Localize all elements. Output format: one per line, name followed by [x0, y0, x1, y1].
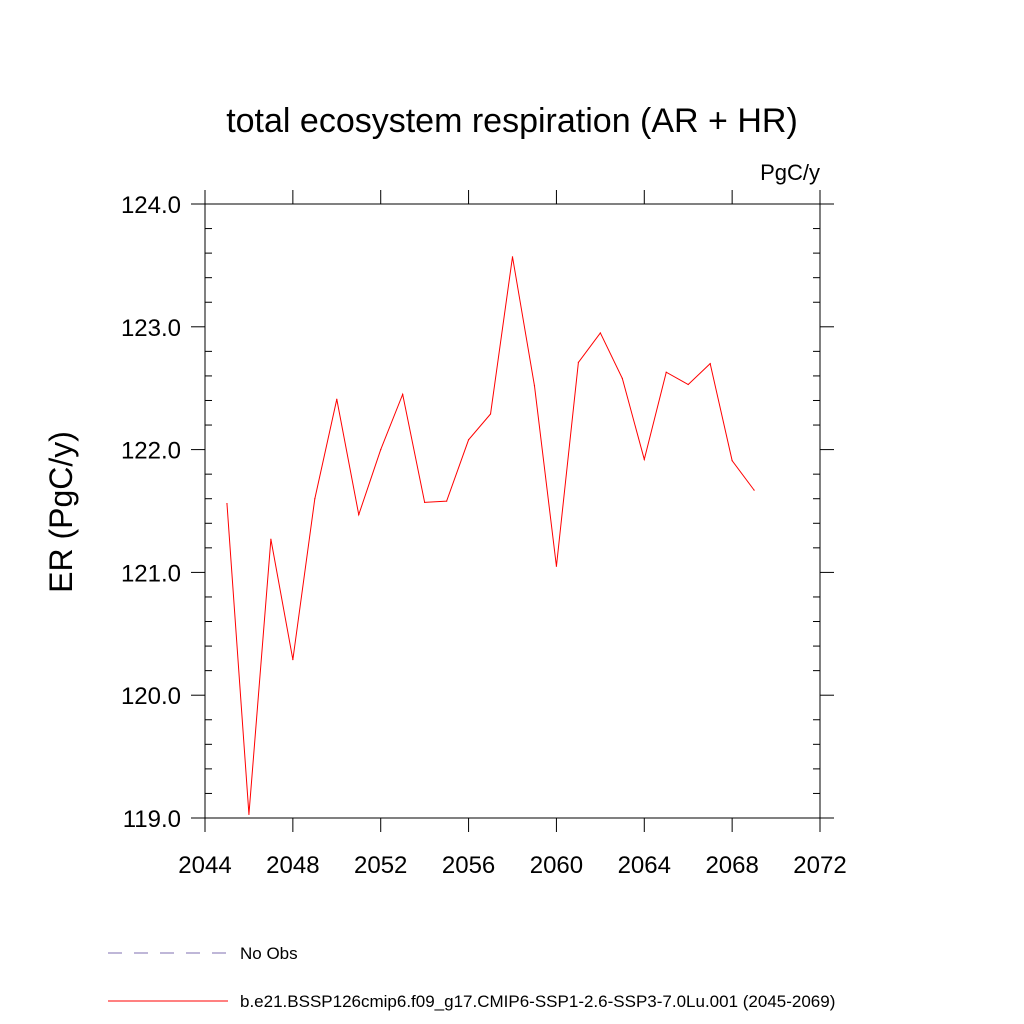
- data-point: [731, 460, 733, 462]
- x-tick-label: 2068: [705, 852, 758, 879]
- data-point: [424, 501, 426, 504]
- x-tick-label: 2060: [530, 852, 583, 879]
- y-tick-label: 120.0: [121, 683, 181, 710]
- axis-tick-labels: 2044 2048 2052 2056 2060 2064 2068 2072 119.0 120…: [121, 192, 847, 879]
- data-point: [753, 489, 755, 491]
- y-tick-label: 119.0: [123, 806, 181, 833]
- x-tick-label: 2056: [442, 852, 495, 879]
- chart-title: total ecosystem respiration (AR + HR): [226, 102, 798, 140]
- data-point: [489, 413, 492, 415]
- legend-label: No Obs: [240, 944, 298, 963]
- plot-frame: [204, 203, 821, 819]
- units-label: PgC/y: [760, 160, 820, 185]
- data-point: [292, 658, 294, 661]
- data-point: [599, 332, 601, 334]
- data-point: [226, 503, 228, 505]
- legend-label: b.e21.BSSP126cmip6.f09_g17.CMIP6-SSP1-2.…: [240, 992, 835, 1011]
- series-line: [226, 256, 755, 815]
- data-point: [380, 449, 382, 451]
- x-tick-label: 2044: [178, 852, 231, 879]
- x-tick-label: 2048: [266, 852, 319, 879]
- y-tick-label: 124.0: [121, 192, 181, 219]
- data-point: [687, 383, 689, 386]
- data-point: [467, 439, 470, 441]
- x-tick-label: 2072: [793, 852, 846, 879]
- x-tick-label: 2064: [618, 852, 671, 879]
- data-point: [709, 363, 711, 365]
- y-tick-label: 121.0: [121, 560, 181, 587]
- data-point: [402, 393, 404, 395]
- legend: No Obs b.e21.BSSP126cmip6.f09_g17.CMIP6-S…: [108, 944, 835, 1011]
- data-point: [314, 498, 316, 500]
- data-point: [665, 371, 667, 373]
- data-point: [621, 377, 623, 379]
- series-layer: [226, 256, 755, 815]
- data-point: [358, 514, 360, 516]
- data-point: [336, 398, 338, 400]
- data-point: [511, 256, 514, 258]
- data-point: [643, 458, 645, 461]
- axis-ticks: [191, 190, 834, 832]
- data-point: [248, 813, 250, 815]
- data-point: [577, 361, 579, 364]
- data-point: [446, 500, 448, 502]
- data-point: [270, 538, 272, 540]
- y-axis-label: ER (PgC/y): [43, 431, 79, 593]
- data-point: [555, 565, 558, 567]
- x-tick-label: 2052: [354, 852, 407, 879]
- data-point: [533, 385, 536, 387]
- y-tick-label: 123.0: [121, 315, 181, 342]
- y-tick-label: 122.0: [121, 438, 181, 465]
